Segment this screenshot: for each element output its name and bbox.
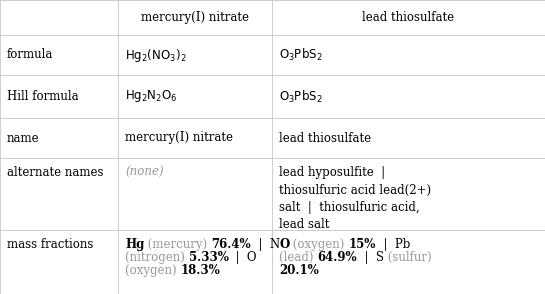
Text: mercury(I) nitrate: mercury(I) nitrate: [141, 11, 249, 24]
Text: 20.1%: 20.1%: [279, 264, 319, 277]
Text: mercury(I) nitrate: mercury(I) nitrate: [125, 131, 233, 144]
Text: $\mathrm{Hg}_{2}\mathrm{(NO}_{3}\mathrm{)}_{2}$: $\mathrm{Hg}_{2}\mathrm{(NO}_{3}\mathrm{…: [125, 46, 186, 64]
Text: (oxygen): (oxygen): [125, 264, 180, 277]
Text: (sulfur): (sulfur): [384, 251, 432, 264]
Text: 15%: 15%: [348, 238, 376, 251]
Text: (mercury): (mercury): [144, 238, 211, 251]
Text: 76.4%: 76.4%: [211, 238, 251, 251]
Text: $\mathrm{O}_{3}\mathrm{PbS}_{2}$: $\mathrm{O}_{3}\mathrm{PbS}_{2}$: [279, 47, 323, 63]
Text: 18.3%: 18.3%: [180, 264, 220, 277]
Text: $\mathrm{Hg}_{2}\mathrm{N}_{2}\mathrm{O}_{6}$: $\mathrm{Hg}_{2}\mathrm{N}_{2}\mathrm{O}…: [125, 88, 178, 104]
Text: |  Pb: | Pb: [376, 238, 410, 251]
Text: 64.9%: 64.9%: [317, 251, 357, 264]
Text: |  O: | O: [228, 251, 257, 264]
Text: lead hyposulfite  |
thiosulfuric acid lead(2+)
salt  |  thiosulfuric acid,
lead : lead hyposulfite | thiosulfuric acid lea…: [279, 166, 431, 231]
Text: mass fractions: mass fractions: [7, 238, 93, 251]
Text: 5.33%: 5.33%: [189, 251, 228, 264]
Text: Hg: Hg: [125, 238, 144, 251]
Text: O: O: [279, 238, 289, 251]
Text: (none): (none): [125, 166, 164, 179]
Text: lead thiosulfate: lead thiosulfate: [362, 11, 455, 24]
Text: lead thiosulfate: lead thiosulfate: [279, 131, 371, 144]
Text: alternate names: alternate names: [7, 166, 104, 179]
Text: (oxygen): (oxygen): [289, 238, 348, 251]
Text: |  S: | S: [357, 251, 384, 264]
Text: formula: formula: [7, 49, 53, 61]
Text: (nitrogen): (nitrogen): [125, 251, 189, 264]
Text: name: name: [7, 131, 40, 144]
Text: (lead): (lead): [279, 251, 317, 264]
Text: |  N: | N: [251, 238, 280, 251]
Text: Hill formula: Hill formula: [7, 90, 78, 103]
Text: $\mathrm{O}_{3}\mathrm{PbS}_{2}$: $\mathrm{O}_{3}\mathrm{PbS}_{2}$: [279, 88, 323, 105]
